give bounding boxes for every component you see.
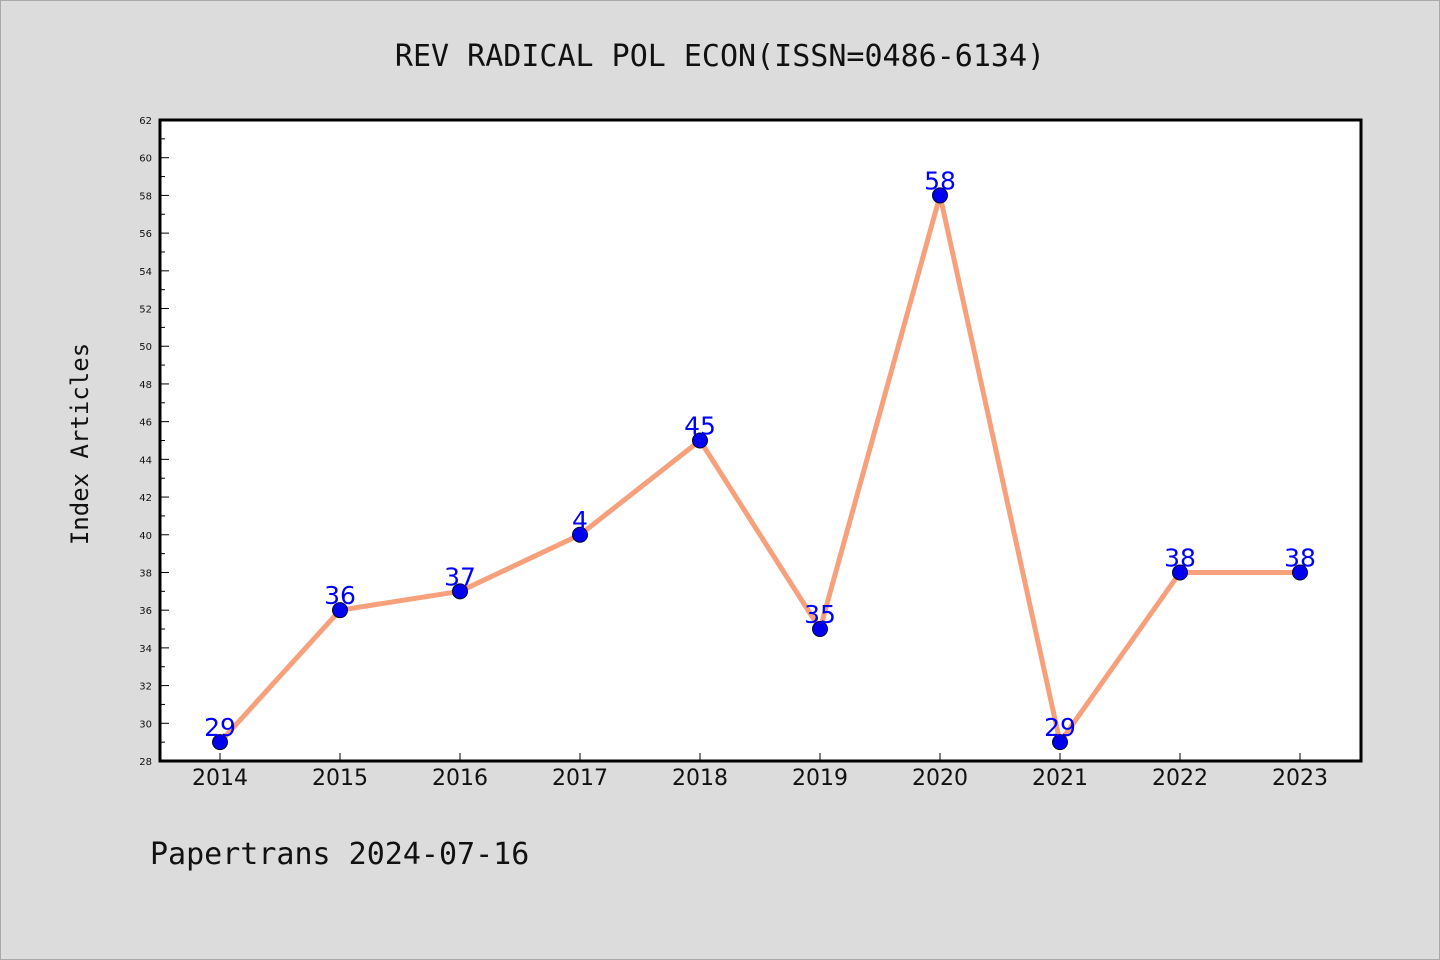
data-point-marker — [932, 187, 948, 204]
data-label: 37 — [444, 562, 476, 591]
data-label: 58 — [924, 166, 956, 195]
data-point-marker — [332, 602, 348, 619]
data-label: 36 — [324, 581, 356, 610]
y-axis: 28 30 32 34 36 38 40 42 44 46 48 50 52 54 56 58 60 62 — [139, 116, 169, 768]
y-tick-label: 46 — [139, 418, 152, 429]
y-tick-label: 60 — [139, 154, 152, 165]
markers-group — [212, 187, 1308, 751]
data-label: 38 — [1284, 543, 1316, 572]
x-tick-label: 2018 — [672, 766, 728, 791]
data-labels-group: 29 36 37 4 45 35 58 29 38 38 — [204, 166, 1316, 742]
data-point-marker — [1172, 564, 1188, 581]
x-tick-label: 2022 — [1152, 766, 1208, 791]
x-tick-label: 2020 — [912, 766, 968, 791]
data-label: 29 — [1044, 713, 1076, 742]
y-tick-label: 40 — [139, 531, 152, 542]
data-label: 45 — [684, 412, 716, 441]
data-point-marker — [572, 526, 588, 543]
plot-area — [158, 118, 1363, 763]
x-tick-label: 2021 — [1032, 766, 1088, 791]
data-point-marker — [1292, 564, 1308, 581]
x-tick-label: 2016 — [432, 766, 488, 791]
y-tick-label: 58 — [139, 191, 152, 202]
data-label: 4 — [572, 506, 588, 535]
y-tick-label: 52 — [139, 305, 152, 316]
footer-text: Papertrans 2024-07-16 — [150, 837, 529, 872]
x-tick-label: 2019 — [792, 766, 848, 791]
data-point-marker — [1052, 734, 1068, 751]
y-tick-label: 56 — [139, 229, 152, 240]
y-tick-label: 44 — [139, 455, 152, 466]
y-tick-label: 36 — [139, 606, 152, 617]
x-tick-label: 2015 — [312, 766, 368, 791]
x-tick-label: 2023 — [1272, 766, 1328, 791]
chart-title: REV RADICAL POL ECON(ISSN=0486-6134) — [395, 39, 1045, 74]
data-point-marker — [692, 432, 708, 449]
x-tick-label: 2014 — [192, 766, 248, 791]
y-tick-label: 48 — [139, 380, 152, 391]
y-tick-label: 32 — [139, 682, 152, 693]
series-line — [217, 192, 1303, 745]
data-label: 29 — [204, 713, 236, 742]
y-tick-label: 42 — [139, 493, 152, 504]
y-tick-label: 50 — [139, 342, 152, 353]
x-axis: 2014 2015 2016 2017 2018 2019 2020 2021 2022 2023 — [192, 753, 1328, 791]
y-tick-label: 28 — [139, 757, 152, 768]
data-point-marker — [212, 734, 228, 751]
y-tick-label: 62 — [139, 116, 152, 127]
series-line-group — [217, 192, 1303, 745]
x-tick-label: 2017 — [552, 766, 608, 791]
y-tick-label: 34 — [139, 644, 152, 655]
data-label: 38 — [1164, 543, 1196, 572]
y-axis-label: Index Articles — [66, 343, 94, 545]
data-label: 35 — [804, 600, 836, 629]
y-tick-label: 30 — [139, 719, 152, 730]
y-tick-label: 54 — [139, 267, 152, 278]
y-tick-label: 38 — [139, 568, 152, 579]
data-point-marker — [452, 583, 468, 600]
data-point-marker — [812, 621, 828, 638]
